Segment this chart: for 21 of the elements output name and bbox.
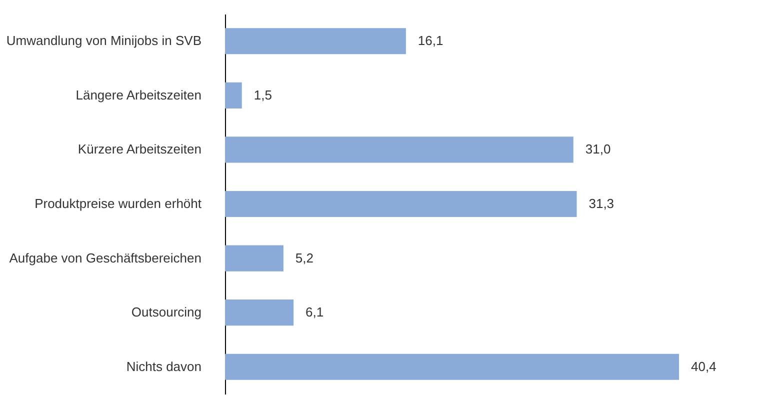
bar — [225, 82, 242, 108]
y-tick-label: Aufgabe von Geschäftsbereichen — [9, 250, 202, 266]
y-tick-label: Produktpreise wurden erhöht — [34, 196, 202, 211]
data-label: 5,2 — [295, 250, 314, 266]
y-tick-label: Outsourcing — [131, 304, 202, 320]
bar — [225, 28, 406, 54]
bar — [225, 300, 294, 326]
y-tick-label: Nichts davon — [126, 358, 202, 374]
data-label: 16,1 — [418, 33, 444, 48]
y-tick-label: Längere Arbeitszeiten — [76, 87, 202, 102]
data-label: 1,5 — [254, 87, 272, 102]
y-tick-label: Kürzere Arbeitszeiten — [78, 142, 202, 157]
y-tick-label: Umwandlung von Minijobs in SVB — [6, 33, 202, 48]
data-label: 40,4 — [691, 358, 716, 374]
bar — [225, 190, 577, 218]
data-label: 6,1 — [306, 304, 324, 320]
bar — [225, 136, 574, 163]
bar — [225, 354, 679, 380]
data-label: 31,3 — [588, 196, 614, 211]
bar — [225, 245, 284, 272]
data-label: 31,0 — [585, 142, 611, 157]
